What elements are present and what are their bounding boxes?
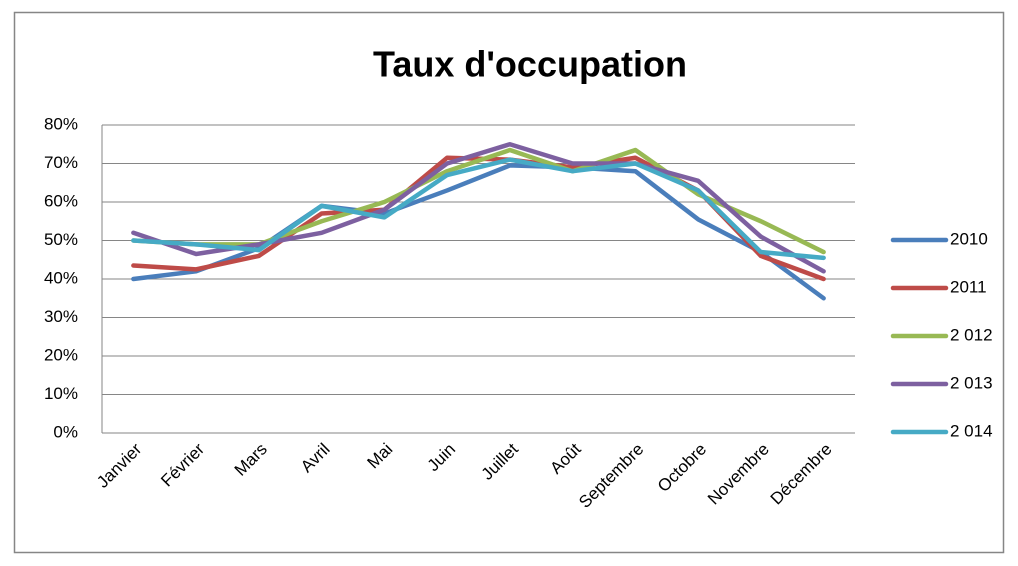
chart-frame xyxy=(13,11,1005,554)
y-tick-label: 20% xyxy=(44,345,78,364)
legend-label: 2 013 xyxy=(950,373,993,392)
y-tick-label: 60% xyxy=(44,191,78,210)
y-tick-label: 0% xyxy=(53,422,78,441)
chart-title: Taux d'occupation xyxy=(373,44,687,85)
legend-label: 2 014 xyxy=(950,421,993,440)
y-tick-label: 80% xyxy=(44,114,78,133)
y-tick-label: 40% xyxy=(44,268,78,287)
series-line xyxy=(131,157,826,261)
y-tick-label: 10% xyxy=(44,384,78,403)
legend-label: 2011 xyxy=(950,277,987,296)
legend-label: 2010 xyxy=(950,229,988,248)
y-tick-label: 70% xyxy=(44,153,78,172)
series-line xyxy=(131,163,826,301)
legend-label: 2 012 xyxy=(950,325,993,344)
y-tick-label: 30% xyxy=(44,307,78,326)
series-line xyxy=(131,142,826,274)
y-tick-label: 50% xyxy=(44,230,78,249)
